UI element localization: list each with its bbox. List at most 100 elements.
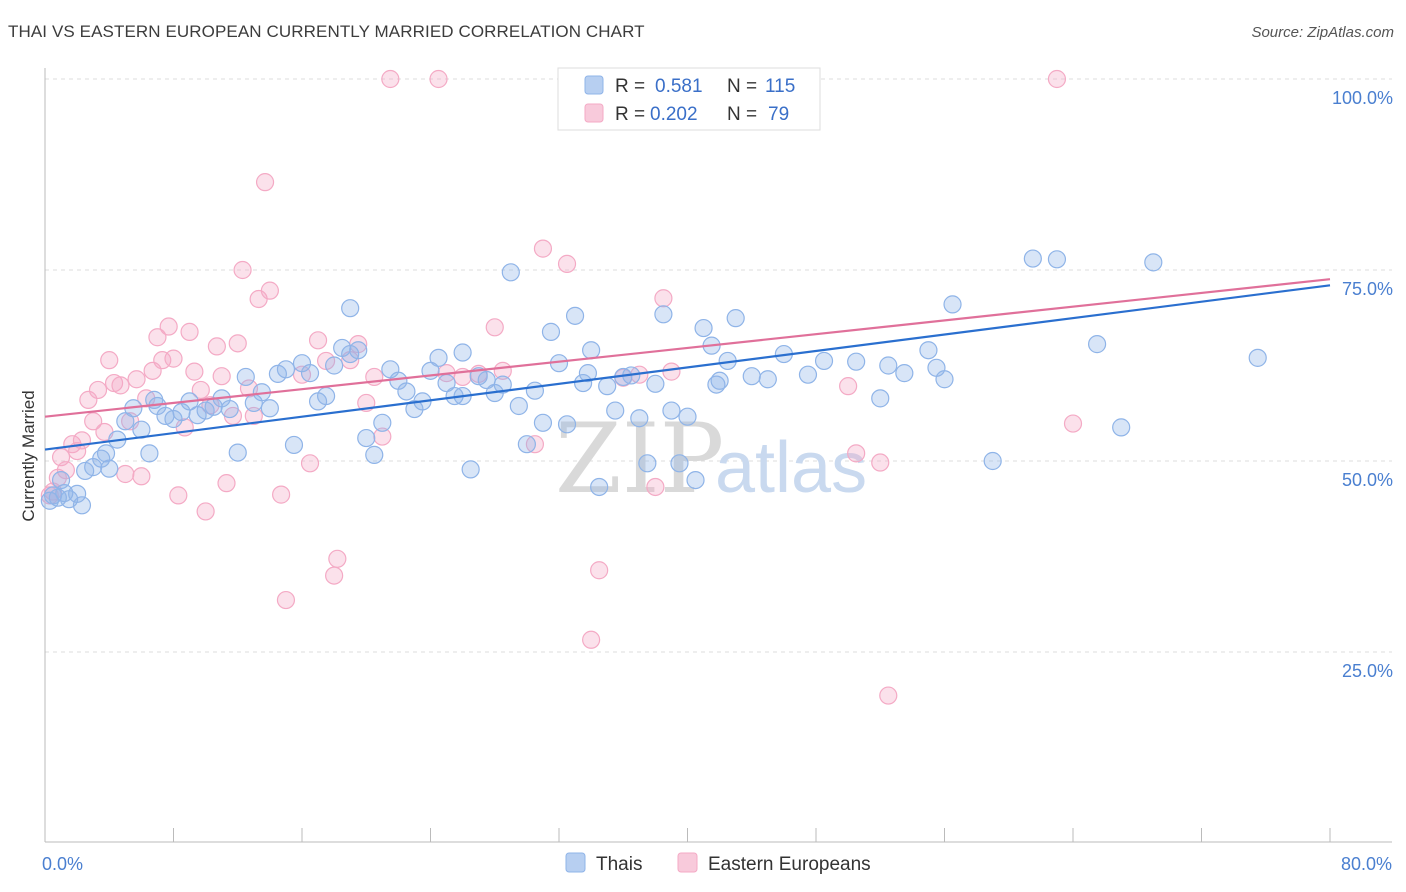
eastern-europeans-point <box>654 289 673 308</box>
chart-title: THAI VS EASTERN EUROPEAN CURRENTLY MARRI… <box>8 22 645 41</box>
eastern-europeans-point <box>582 630 601 649</box>
eastern-europeans-point <box>429 69 448 89</box>
thais-point <box>284 435 304 455</box>
bottom-legend-swatch-eastern-europeans <box>677 852 698 873</box>
eastern-europeans-point <box>196 502 215 521</box>
legend-n-label-2: N = <box>727 104 757 125</box>
legend-r-label-2: R = <box>615 104 645 125</box>
eastern-europeans-point <box>233 260 252 280</box>
thais-point <box>847 352 866 371</box>
bottom-legend: Thais Eastern Europeans <box>565 852 871 875</box>
thais-point <box>517 435 536 454</box>
thais-point <box>228 443 247 462</box>
thais-point <box>525 381 545 400</box>
thais-point <box>541 322 561 341</box>
legend-n-value-2: 79 <box>768 104 789 125</box>
bottom-legend-swatch-thais <box>565 852 586 873</box>
thais-point <box>100 459 119 478</box>
eastern-europeans-point <box>127 370 146 389</box>
eastern-europeans-point <box>207 337 226 356</box>
thais-point <box>1144 253 1163 272</box>
eastern-europeans-point <box>56 461 75 480</box>
thais-point <box>96 444 116 463</box>
legend-n-value-1: 115 <box>765 76 795 97</box>
eastern-europeans-point <box>100 351 119 370</box>
thais-point <box>533 413 553 432</box>
eastern-europeans-point <box>191 380 210 400</box>
thais-point <box>461 460 480 479</box>
bottom-legend-thais: Thais <box>596 854 642 875</box>
thais-point <box>573 373 593 393</box>
y-tick-label-50: 50.0% <box>1342 470 1393 490</box>
thais-point <box>662 401 681 420</box>
thais-point <box>630 409 649 428</box>
thais-point <box>606 401 625 420</box>
stats-legend: R = 0.581 N = 115 R = 0.202 N = 79 <box>557 67 821 131</box>
thais-point <box>40 491 59 510</box>
watermark: ZIP atlas <box>555 403 867 515</box>
trend-lines <box>44 278 1331 451</box>
thais-point <box>638 454 657 473</box>
source-label: Source: ZipAtlas.com <box>1251 24 1394 41</box>
thais-point <box>1087 335 1107 354</box>
thais-point <box>943 295 962 314</box>
thais-point <box>871 389 890 408</box>
y-tick-label-75: 75.0% <box>1342 279 1393 299</box>
thais-point <box>325 356 344 375</box>
eastern-europeans-point <box>111 376 130 395</box>
thais-point <box>493 375 512 394</box>
eastern-europeans-point <box>662 362 681 381</box>
thais-point <box>646 374 665 393</box>
eastern-europeans-point <box>879 686 898 705</box>
eastern-europeans-point <box>217 474 236 493</box>
thais-point <box>316 386 336 406</box>
thais-point <box>341 344 360 364</box>
series-thais-points <box>40 249 1267 515</box>
eastern-europeans-point <box>255 173 275 192</box>
eastern-europeans-point <box>328 549 347 568</box>
thais-point <box>397 382 416 401</box>
thais-point <box>578 364 598 383</box>
thais-point <box>935 370 954 389</box>
eastern-europeans-point <box>79 390 98 409</box>
thais-point <box>879 356 898 375</box>
eastern-europeans-point <box>164 349 183 368</box>
thais-point <box>1248 348 1267 367</box>
eastern-europeans-point <box>847 444 866 463</box>
thais-point <box>72 496 92 515</box>
eastern-europeans-point <box>148 328 167 347</box>
eastern-europeans-trend-line <box>44 278 1331 418</box>
eastern-europeans-point <box>533 239 553 258</box>
series-eastern-europeans-points <box>40 69 1083 705</box>
eastern-europeans-point <box>839 377 858 396</box>
thais-point <box>373 413 392 432</box>
thais-point <box>116 412 135 431</box>
eastern-europeans-point <box>325 566 344 585</box>
y-tick-label-100: 100.0% <box>1332 88 1393 108</box>
eastern-europeans-point <box>228 334 247 353</box>
eastern-europeans-point <box>260 281 279 300</box>
thais-point <box>726 309 745 328</box>
thais-point <box>895 364 914 383</box>
eastern-europeans-point <box>1047 69 1067 89</box>
thais-point <box>453 343 472 362</box>
y-tick-label-25: 25.0% <box>1342 661 1393 681</box>
eastern-europeans-point <box>557 254 577 273</box>
eastern-europeans-point <box>212 367 231 386</box>
thais-point <box>300 364 320 383</box>
thais-point <box>68 484 87 503</box>
thais-point <box>501 263 520 282</box>
thais-point <box>590 477 609 497</box>
eastern-europeans-point <box>276 590 296 610</box>
thais-point <box>686 471 705 490</box>
thais-point <box>694 318 713 338</box>
legend-swatch-eastern-europeans <box>584 103 604 123</box>
eastern-europeans-point <box>272 485 291 504</box>
thais-point <box>365 445 384 464</box>
thais-point <box>565 306 585 325</box>
legend-r-value-1: 0.581 <box>655 76 703 97</box>
eastern-europeans-point <box>381 69 400 89</box>
x-tick-label-max: 80.0% <box>1341 854 1392 874</box>
thais-point <box>341 299 360 318</box>
legend-r-value-2: 0.202 <box>650 104 698 125</box>
